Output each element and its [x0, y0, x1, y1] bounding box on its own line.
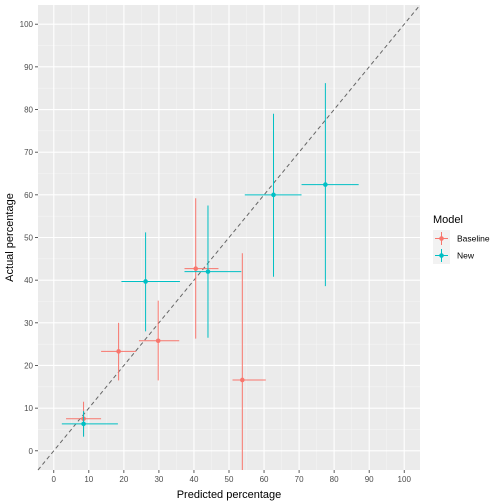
y-tick-label: 40 [24, 276, 33, 285]
y-tick-label: 10 [24, 404, 33, 413]
y-axis-ticks: 0 10 20 30 40 50 60 70 80 90 100 [20, 20, 38, 456]
series-layer [61, 83, 359, 470]
x-tick-label: 90 [365, 475, 374, 484]
x-tick-label: 30 [154, 475, 163, 484]
y-tick-label: 30 [24, 319, 33, 328]
legend-label-new: New [457, 251, 475, 261]
y-tick-label: 50 [24, 234, 33, 243]
x-tick-label: 10 [84, 475, 93, 484]
grid-major [38, 5, 420, 470]
y-tick-label: 0 [29, 447, 34, 456]
y-tick-label: 60 [24, 191, 33, 200]
legend-items: Baseline New [433, 230, 490, 264]
y-tick-label: 100 [20, 20, 34, 29]
x-tick-label: 50 [225, 475, 234, 484]
new-point [323, 182, 328, 187]
baseline-point [240, 377, 245, 383]
y-axis-title: Actual percentage [4, 193, 16, 282]
series-new [61, 83, 359, 437]
y-tick-label: 70 [24, 148, 33, 157]
legend-key-point [439, 253, 444, 258]
x-tick-label: 100 [398, 475, 412, 484]
legend: Model Baseline New [433, 214, 490, 264]
baseline-point [116, 349, 121, 354]
y-tick-label: 20 [24, 361, 33, 370]
new-point [81, 421, 86, 427]
legend-item-baseline: Baseline [433, 230, 490, 247]
new-point [271, 192, 276, 198]
x-axis-ticks: 0 10 20 30 40 50 60 70 80 90 100 [52, 470, 412, 484]
x-axis-title: Predicted percentage [177, 489, 282, 501]
baseline-point [155, 338, 161, 344]
reference-line-layer [37, 4, 421, 471]
x-tick-label: 60 [260, 475, 269, 484]
y-tick-label: 80 [24, 106, 33, 115]
new-point [205, 269, 211, 274]
x-tick-label: 70 [295, 475, 304, 484]
new-point [143, 279, 148, 284]
x-tick-label: 0 [52, 475, 57, 484]
legend-key-point [439, 236, 444, 241]
x-tick-label: 20 [119, 475, 128, 484]
x-tick-label: 80 [330, 475, 339, 484]
y-tick-label: 90 [24, 63, 33, 72]
legend-item-new: New [433, 247, 475, 264]
baseline-point [193, 266, 199, 271]
legend-label-baseline: Baseline [457, 234, 490, 244]
legend-title: Model [433, 214, 463, 226]
reference-line [37, 4, 421, 471]
x-tick-label: 40 [190, 475, 199, 484]
